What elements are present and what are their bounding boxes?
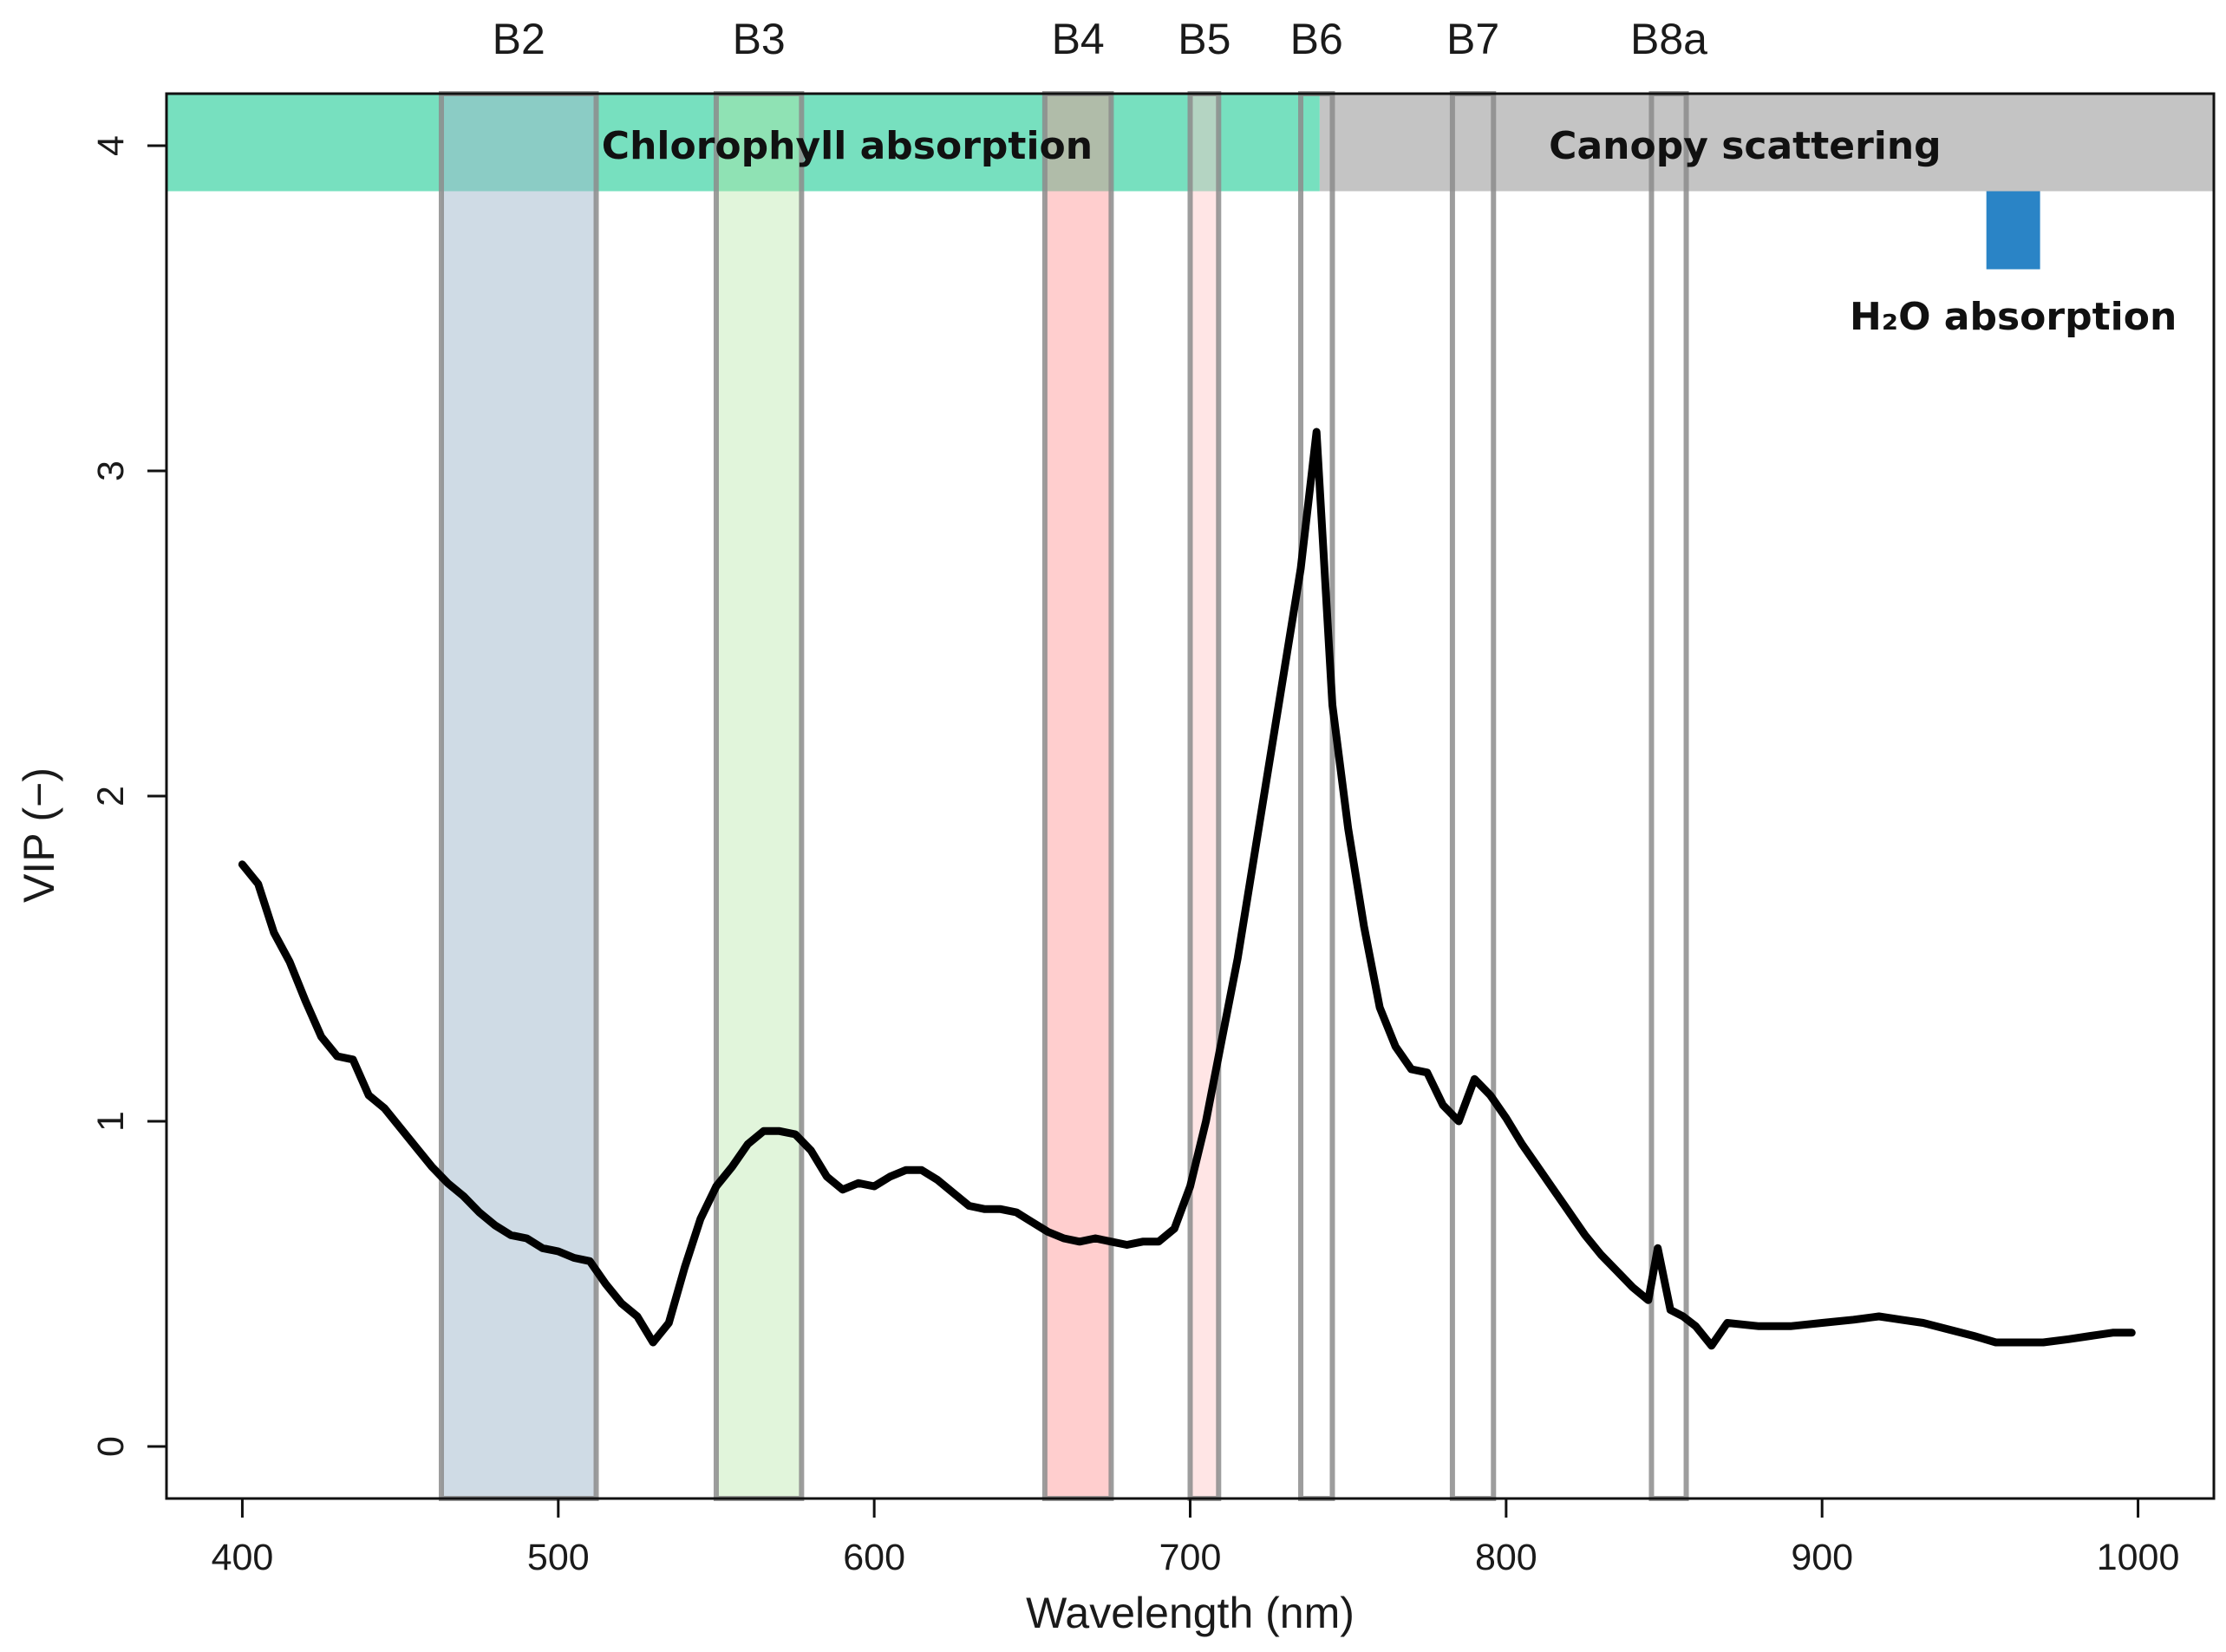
series-0-line xyxy=(238,428,2136,1350)
region-1-rect xyxy=(1319,94,2214,192)
band-b5-rect xyxy=(1187,91,1222,1501)
axes: 400 500 600 700 800 900 1000 0 1 2 3 4 xyxy=(90,92,2216,1578)
band-b3-label: B3 xyxy=(733,15,786,63)
band-b4-label: B4 xyxy=(1052,15,1105,63)
x-axis-title: Wavelength (nm) xyxy=(1026,1589,1355,1637)
region-0-rect xyxy=(166,94,1320,192)
annotations: B2 B3 B4 B5 B6 B7 B8a Chlorophyll absorption Can… xyxy=(493,15,2177,339)
sentinel-bands xyxy=(438,91,1689,1501)
band-b5-label: B5 xyxy=(1178,15,1231,63)
x-tick-label-400: 400 xyxy=(212,1537,274,1578)
x-tick-label-700: 700 xyxy=(1159,1537,1222,1578)
region-2-rect xyxy=(1986,191,2040,270)
band-b2-label: B2 xyxy=(493,15,545,63)
x-tick-label-900: 900 xyxy=(1791,1537,1853,1578)
region-2-label: H₂O absorption xyxy=(1850,295,2177,339)
y-axis-title: VIP (−) xyxy=(15,767,63,903)
band-b4-rect xyxy=(1041,91,1114,1501)
y-tick-label-0: 0 xyxy=(90,1436,132,1457)
region-0-label: Chlorophyll absorption xyxy=(602,124,1093,168)
y-tick-label-1: 1 xyxy=(90,1111,132,1132)
spectral-regions xyxy=(166,94,2214,270)
region-1-label: Canopy scattering xyxy=(1549,124,1942,168)
x-tick-label-800: 800 xyxy=(1475,1537,1537,1578)
band-b6-rect xyxy=(1298,91,1335,1501)
x-tick-label-600: 600 xyxy=(843,1537,905,1578)
y-tick-label-4: 4 xyxy=(90,135,132,156)
x-tick-label-500: 500 xyxy=(527,1537,590,1578)
y-tick-label-3: 3 xyxy=(90,460,132,481)
vip-series xyxy=(238,428,2136,1350)
band-b2-rect xyxy=(438,91,599,1501)
band-b3-rect xyxy=(713,91,805,1501)
band-b8a-label: B8a xyxy=(1630,15,1707,63)
x-tick-label-1000: 1000 xyxy=(2097,1537,2180,1578)
y-tick-label-2: 2 xyxy=(90,786,132,806)
band-b7-label: B7 xyxy=(1446,15,1499,63)
band-b7-rect xyxy=(1449,91,1497,1501)
band-b6-label: B6 xyxy=(1290,15,1343,63)
